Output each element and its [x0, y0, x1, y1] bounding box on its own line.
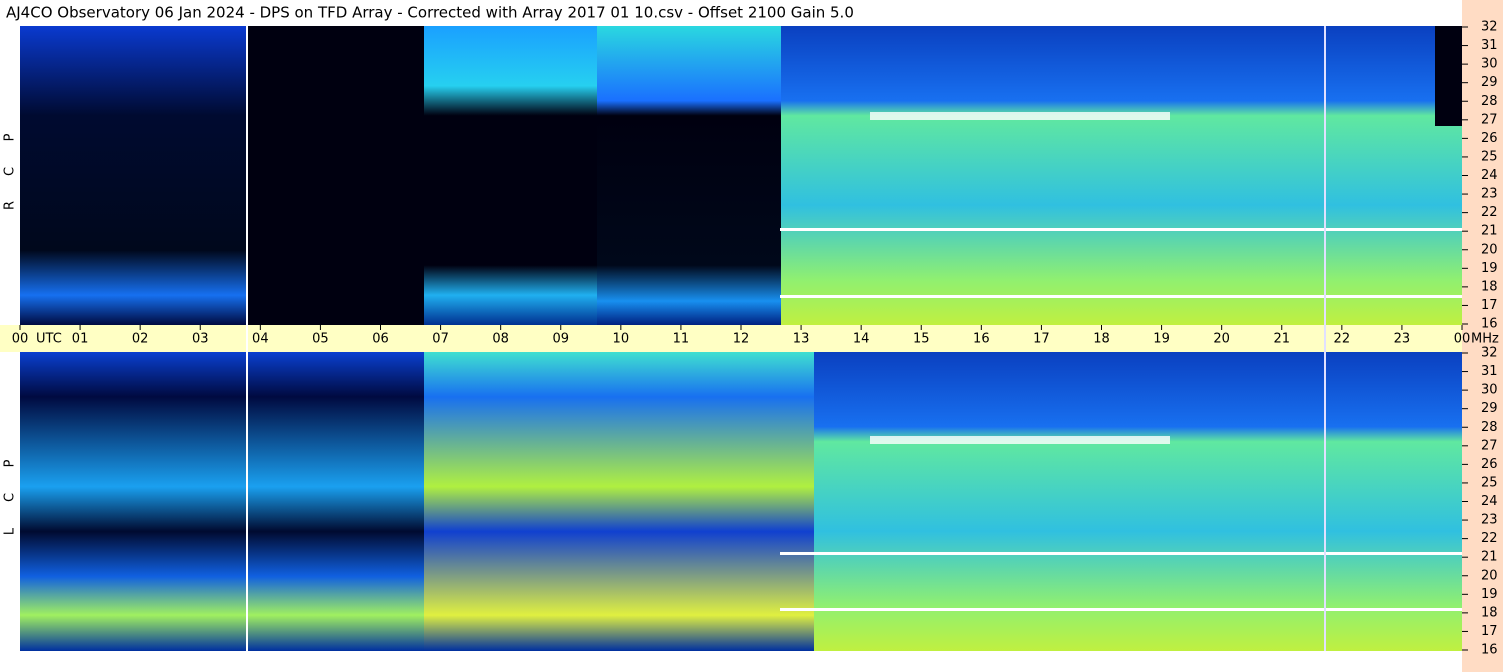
- freq-tick-label: 21: [1481, 224, 1498, 239]
- vertical-line: [1324, 26, 1326, 651]
- freq-tick-label: 31: [1481, 364, 1498, 379]
- freq-tick-label: 16: [1481, 643, 1498, 658]
- time-tick-label: 19: [1153, 332, 1170, 347]
- time-unit: UTC: [36, 332, 62, 347]
- band: [780, 295, 1462, 298]
- freq-tick-label: 29: [1481, 401, 1498, 416]
- freq-tick-label: 17: [1481, 298, 1498, 313]
- region: [814, 352, 1462, 651]
- freq-tick-label: 17: [1481, 624, 1498, 639]
- time-tick-label: 05: [312, 332, 329, 347]
- region: [1435, 26, 1462, 126]
- title: AJ4CO Observatory 06 Jan 2024 - DPS on T…: [6, 4, 854, 22]
- time-tick-label: 14: [853, 332, 870, 347]
- time-tick-label: 15: [913, 332, 930, 347]
- freq-tick-label: 31: [1481, 38, 1498, 53]
- freq-tick-label: 26: [1481, 457, 1498, 472]
- panel-label: P: [3, 133, 18, 141]
- freq-tick-label: 18: [1481, 605, 1498, 620]
- time-tick-label: 07: [432, 332, 449, 347]
- time-tick-label: 20: [1213, 332, 1230, 347]
- freq-tick-label: 22: [1481, 531, 1498, 546]
- freq-tick-label: 27: [1481, 438, 1498, 453]
- time-tick-label: 00: [12, 332, 29, 347]
- time-tick-label: 21: [1273, 332, 1290, 347]
- time-tick-label: 09: [552, 332, 569, 347]
- time-tick-label: 10: [613, 332, 630, 347]
- freq-tick-label: 23: [1481, 187, 1498, 202]
- band: [780, 228, 1462, 231]
- freq-tick-label: 20: [1481, 568, 1498, 583]
- freq-tick-label: 29: [1481, 75, 1498, 90]
- bottom-spectrogram: [20, 352, 1462, 651]
- region: [424, 352, 814, 651]
- freq-tick-label: 24: [1481, 168, 1498, 183]
- time-tick-label: 12: [733, 332, 750, 347]
- freq-tick-label: 28: [1481, 94, 1498, 109]
- freq-tick-label: 19: [1481, 261, 1498, 276]
- region: [781, 26, 1462, 325]
- time-tick-label: 04: [252, 332, 269, 347]
- freq-tick-label: 16: [1481, 317, 1498, 332]
- time-tick-label: 17: [1033, 332, 1050, 347]
- freq-tick-label: 20: [1481, 242, 1498, 257]
- time-tick-label: 22: [1334, 332, 1351, 347]
- freq-tick-label: 18: [1481, 279, 1498, 294]
- time-tick-label: 16: [973, 332, 990, 347]
- band: [780, 608, 1462, 611]
- panel-label: L: [3, 527, 18, 535]
- time-tick-label: 02: [132, 332, 149, 347]
- freq-tick-label: 19: [1481, 587, 1498, 602]
- vertical-line: [246, 26, 248, 651]
- time-tick-label: 23: [1394, 332, 1411, 347]
- freq-tick-label: 30: [1481, 383, 1498, 398]
- region: [20, 352, 424, 651]
- band: [870, 112, 1170, 120]
- freq-tick-label: 28: [1481, 420, 1498, 435]
- time-tick-label: 01: [72, 332, 89, 347]
- freq-tick-label: 25: [1481, 149, 1498, 164]
- freq-tick-label: 24: [1481, 494, 1498, 509]
- region: [597, 26, 781, 325]
- region: [424, 26, 597, 325]
- freq-unit: MHz: [1471, 332, 1499, 347]
- panel-label: C: [3, 167, 18, 176]
- panel-label: R: [3, 201, 18, 210]
- freq-tick-label: 32: [1481, 20, 1498, 35]
- region: [20, 26, 247, 325]
- freq-tick-label: 22: [1481, 205, 1498, 220]
- panel-label: P: [3, 459, 18, 467]
- time-tick-label: 06: [372, 332, 389, 347]
- freq-tick-label: 26: [1481, 131, 1498, 146]
- top-spectrogram: [20, 26, 1462, 325]
- freq-tick-label: 23: [1481, 513, 1498, 528]
- freq-tick-label: 21: [1481, 550, 1498, 565]
- freq-tick-label: 30: [1481, 57, 1498, 72]
- time-strip: [0, 325, 1462, 352]
- freq-tick-label: 25: [1481, 475, 1498, 490]
- freq-tick-label: 27: [1481, 112, 1498, 127]
- time-tick-label: 08: [492, 332, 509, 347]
- band: [870, 436, 1170, 444]
- time-tick-label: 13: [793, 332, 810, 347]
- freq-tick-label: 32: [1481, 346, 1498, 361]
- freq-strip: [1462, 0, 1503, 672]
- band: [780, 552, 1462, 555]
- panel-label: C: [3, 493, 18, 502]
- time-tick-label: 00: [1454, 332, 1471, 347]
- time-tick-label: 18: [1093, 332, 1110, 347]
- time-tick-label: 11: [673, 332, 690, 347]
- time-tick-label: 03: [192, 332, 209, 347]
